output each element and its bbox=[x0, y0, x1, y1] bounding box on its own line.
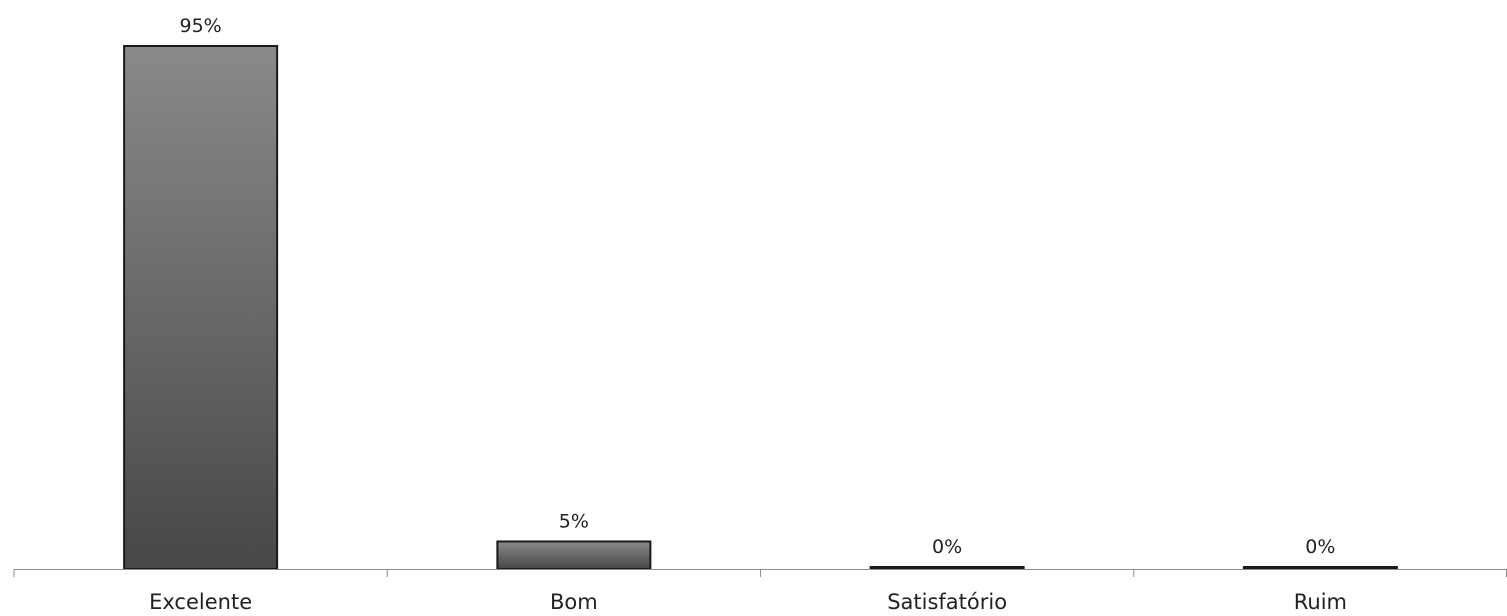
category-label: Bom bbox=[550, 590, 598, 614]
data-label: 0% bbox=[932, 536, 962, 558]
category-label: Satisfatório bbox=[887, 590, 1007, 614]
data-label: 0% bbox=[1305, 536, 1335, 558]
data-label: 5% bbox=[559, 510, 589, 532]
bar-bom bbox=[496, 540, 652, 571]
bar-satisfatório bbox=[869, 566, 1025, 570]
data-label: 95% bbox=[180, 15, 222, 37]
bar-excelente bbox=[123, 45, 279, 570]
labels-layer: 95% Excelente 5% Bom 0% Satisfatório 0% Ruim bbox=[149, 15, 1347, 614]
bars-layer bbox=[123, 45, 1398, 571]
category-label: Excelente bbox=[149, 590, 252, 614]
category-label: Ruim bbox=[1294, 590, 1347, 614]
bar-ruim bbox=[1242, 566, 1398, 570]
x-axis bbox=[13, 569, 1507, 577]
